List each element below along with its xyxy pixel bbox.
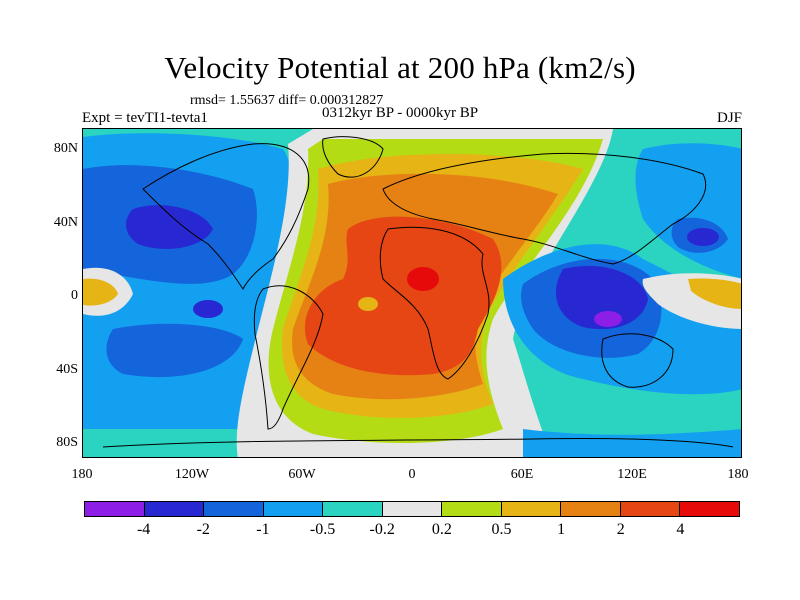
period-label: 0312kyr BP - 0000kyr BP <box>322 105 479 121</box>
colorbar-swatch-3 <box>263 502 324 516</box>
colorbar-swatch-5 <box>382 502 443 516</box>
coastlines <box>102 136 734 448</box>
australia-coast <box>601 333 674 388</box>
colorbar-label-1: -2 <box>196 521 210 538</box>
south-america-coast <box>253 285 324 430</box>
colorbar-swatch-7 <box>501 502 562 516</box>
eurasia-coast <box>382 152 707 265</box>
colorbar-swatch-9 <box>620 502 681 516</box>
lat-label-40s: 40S <box>56 362 78 377</box>
lon-label-120w: 120W <box>174 467 210 482</box>
colorbar-label-9: 4 <box>676 521 685 538</box>
experiment-label: Expt = tevTI1-tevta1 <box>82 110 208 126</box>
lon-label-180e: 180 <box>727 467 749 482</box>
lon-label-60e: 60E <box>510 467 534 482</box>
field-atl-pos-lowspot <box>358 297 378 311</box>
colorbar-swatch-10 <box>680 502 740 516</box>
colorbar-swatch-8 <box>561 502 621 516</box>
colorbar-label-3: -0.5 <box>309 521 336 538</box>
lat-label-0: 0 <box>71 288 78 303</box>
season-label: DJF <box>716 110 742 126</box>
lat-label-40n: 40N <box>53 215 78 230</box>
colorbar-label-5: 0.2 <box>431 521 452 538</box>
colorbar-swatch-1 <box>144 502 205 516</box>
chart-title: Velocity Potential at 200 hPa (km2/s) <box>164 50 636 85</box>
greenland-coast <box>322 136 384 178</box>
colorbar-swatch-0 <box>85 502 145 516</box>
field-west-neg-strong <box>126 205 213 249</box>
field-east-pos <box>688 278 741 309</box>
field-east-neg-strong <box>555 265 648 330</box>
north-america-coast <box>142 143 310 290</box>
stats-label: rmsd= 1.55637 diff= 0.000312827 <box>190 93 384 108</box>
lon-label-60w: 60W <box>288 467 316 482</box>
antarctica-coast <box>102 437 734 448</box>
colorbar-label-7: 1 <box>557 521 566 538</box>
field-east-neg-north-strong <box>687 228 719 246</box>
colorbar <box>84 501 740 517</box>
lat-label-80n: 80N <box>53 141 78 156</box>
field-pacific-pos <box>83 278 118 306</box>
map-panel <box>82 128 742 458</box>
contour-map <box>83 129 741 457</box>
colorbar-label-0: -4 <box>136 521 151 538</box>
field-atl-pos-core <box>407 267 439 291</box>
colorbar-label-4: -0.2 <box>369 521 395 538</box>
lat-label-80s: 80S <box>56 435 78 450</box>
lon-label-180w: 180 <box>71 467 93 482</box>
field-west-neg2 <box>106 323 243 378</box>
colorbar-label-8: 2 <box>616 521 625 538</box>
lon-label-120e: 120E <box>617 467 647 482</box>
field-west-neg-spot <box>193 300 223 318</box>
colorbar-swatch-2 <box>204 502 264 516</box>
colorbar-label-2: -1 <box>256 521 270 538</box>
colorbar-swatch-4 <box>323 502 383 516</box>
field-east-neg-core <box>594 311 622 327</box>
africa-coast <box>379 226 490 380</box>
colorbar-label-6: 0.5 <box>491 521 512 538</box>
lon-label-0: 0 <box>408 467 416 482</box>
colorbar-swatch-6 <box>442 502 502 516</box>
field-antarctic-blue <box>523 429 741 457</box>
